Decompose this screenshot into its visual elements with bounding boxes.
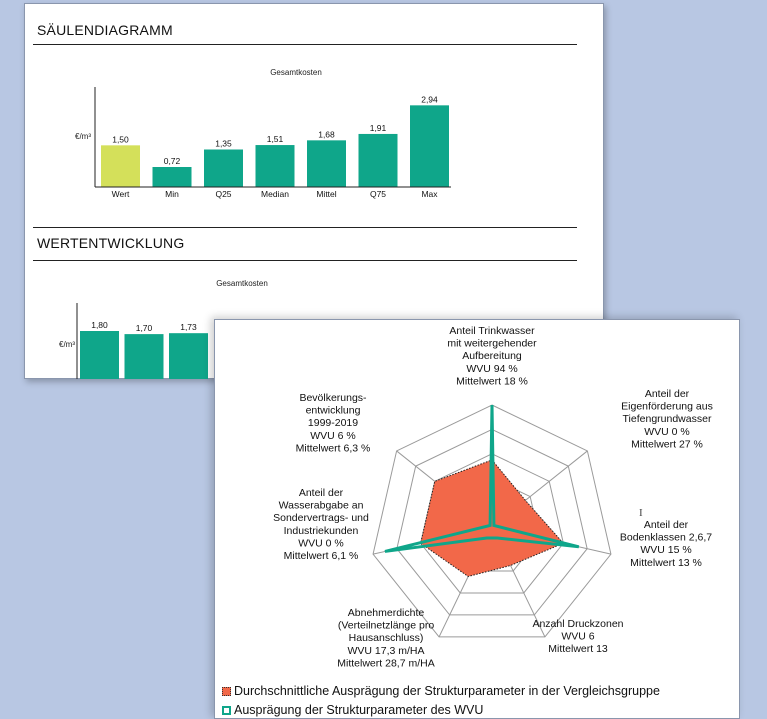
bar (101, 145, 140, 187)
x-tick-label: Median (261, 189, 289, 199)
data-label: 1,51 (267, 134, 284, 144)
data-label: 2,94 (421, 94, 438, 104)
x-tick-label: Mittel (316, 189, 336, 199)
bar (307, 140, 346, 187)
data-label: 0,72 (164, 156, 181, 166)
radar-axis-label-line: Wasserabgabe an (279, 500, 364, 512)
bar (80, 331, 119, 379)
radar-axis-label: Bevölkerungs-entwicklung 1999-2019 WVU 6 %… (296, 392, 371, 454)
radar-axis-label-line: Mittelwert 18 % (456, 375, 528, 387)
radar-axis-label: Anteil der Eigenförderung aus Tiefengrundw… (621, 388, 713, 450)
text-cursor-icon: I (639, 507, 643, 519)
radar-axis-label-line: Abnehmerdichte (348, 607, 425, 619)
section-title-value-development: WERTENTWICKLUNG (37, 235, 185, 251)
radar-axis-label-line: Bodenklassen 2,6,7 (620, 532, 712, 544)
radar-axis-label-line: entwicklung (306, 405, 361, 417)
data-label: 1,91 (370, 123, 387, 133)
x-tick-label: Q75 (370, 189, 386, 199)
radar-chart-strukturparameter: Anteil Trinkwasser mit weitergehender Aufb… (273, 325, 713, 669)
report-page-radar: Anteil Trinkwasser mit weitergehender Aufb… (214, 319, 740, 719)
bar-chart-wertentwicklung: Gesamtkosten€/m³1,8020091,7020111,732012 (59, 279, 268, 379)
radar-axis-label: Anteil der Wasserabgabe an Sondervertrags-… (273, 487, 369, 562)
legend-swatch-group (222, 686, 231, 696)
x-tick-label: Wert (112, 189, 130, 199)
legend-item-wvu: Ausprägung der Strukturparameter des WVU (222, 703, 483, 717)
radar-axis-label-line: WVU 6 % (310, 430, 356, 442)
radar-axis-label-line: Anteil der (299, 487, 344, 499)
chart-title: Gesamtkosten (270, 68, 322, 77)
x-tick-label: Min (165, 189, 179, 199)
radar-axis-label-line: Eigenförderung aus (621, 401, 713, 413)
radar-axis-label-line: Anzahl Druckzonen (532, 618, 623, 630)
radar-axis-label-line: Hausanschluss) (349, 632, 424, 644)
radar-axis-label: Abnehmerdichte (Verteilnetzlänge pro Hausa… (337, 607, 434, 669)
radar-series-wvu (384, 404, 580, 553)
bar (169, 333, 208, 379)
radar-axis-label-line: Sondervertrags- und (273, 512, 369, 524)
y-axis-label: €/m³ (75, 132, 91, 141)
section-divider (33, 260, 577, 261)
radar-axis-label-line: Mittelwert 28,7 m/HA (337, 657, 434, 669)
bar (204, 149, 243, 187)
data-label: 1,73 (180, 322, 197, 332)
radar-axis-label-line: WVU 94 % (466, 363, 517, 375)
radar-axis-label-line: WVU 17,3 m/HA (347, 645, 424, 657)
chart-title: Gesamtkosten (216, 279, 268, 288)
data-label: 1,80 (91, 320, 108, 330)
radar-axis-label: Anteil Trinkwasser mit weitergehender Aufb… (447, 325, 537, 387)
data-label: 1,70 (136, 323, 153, 333)
radar-series-group (420, 459, 565, 578)
radar-axis-label: Anteil der Bodenklassen 2,6,7 WVU 15 % Mitt… (620, 519, 712, 569)
data-label: 1,68 (318, 129, 335, 139)
radar-axis-label: Anzahl Druckzonen WVU 6 Mittelwert 13 (532, 618, 623, 655)
bar (152, 167, 192, 187)
radar-axis-label-line: Anteil der (645, 388, 690, 400)
legend-label-wvu: Ausprägung der Strukturparameter des WVU (234, 703, 484, 717)
radar-axis-label-line: Mittelwert 6,1 % (284, 550, 359, 562)
radar-axis-label-line: WVU 15 % (640, 544, 691, 556)
legend-label-group: Durchschnittliche Ausprägung der Struktu… (234, 684, 660, 698)
bar (358, 133, 398, 187)
data-label: 1,50 (112, 134, 129, 144)
radar-axis-label-line: Mittelwert 13 (548, 643, 608, 655)
radar-axis-label-line: Industriekunden (284, 525, 359, 537)
radar-axis-label-line: WVU 6 (561, 631, 594, 643)
data-label: 1,35 (215, 139, 232, 149)
radar-axis-label-line: Bevölkerungs- (299, 392, 367, 404)
bar (124, 334, 164, 379)
y-axis-label: €/m³ (59, 340, 75, 349)
legend-item-group: Durchschnittliche Ausprägung der Struktu… (222, 684, 660, 698)
radar-axis-label-line: Mittelwert 13 % (630, 557, 702, 569)
section-divider (33, 44, 577, 45)
radar-axis-label-line: Mittelwert 27 % (631, 438, 703, 450)
radar-axis-label-line: Aufbereitung (462, 350, 522, 362)
legend-swatch-wvu (222, 705, 231, 715)
x-tick-label: Q25 (215, 189, 231, 199)
report-page-costs: SÄULENDIAGRAMM Gesamtkosten €/m³ 1,50 Wert 0… (24, 3, 604, 379)
radar-axis-label-line: WVU 0 % (644, 426, 690, 438)
bar (255, 145, 295, 187)
radar-axis-label-line: Anteil Trinkwasser (449, 325, 535, 337)
radar-axis-label-line: Anteil der (644, 519, 689, 531)
section-title-bar-chart: SÄULENDIAGRAMM (37, 22, 173, 38)
section-divider (33, 227, 577, 228)
bar (410, 105, 449, 187)
radar-grid-ring (396, 428, 588, 616)
radar-axis-label-line: (Verteilnetzlänge pro (338, 620, 434, 632)
radar-axis-label-line: WVU 0 % (298, 537, 344, 549)
radar-axis-label-line: 1999-2019 (308, 417, 358, 429)
bar-chart-gesamtkosten: Gesamtkosten €/m³ 1,50 Wert 0,72 Min 1,35 Q25 1,… (75, 68, 451, 199)
x-tick-label: Max (421, 189, 438, 199)
radar-axis-label-line: Mittelwert 6,3 % (296, 442, 371, 454)
radar-grid-ring (372, 404, 612, 638)
radar-axis-label-line: Tiefengrundwasser (623, 413, 712, 425)
radar-axis-label-line: mit weitergehender (447, 338, 537, 350)
